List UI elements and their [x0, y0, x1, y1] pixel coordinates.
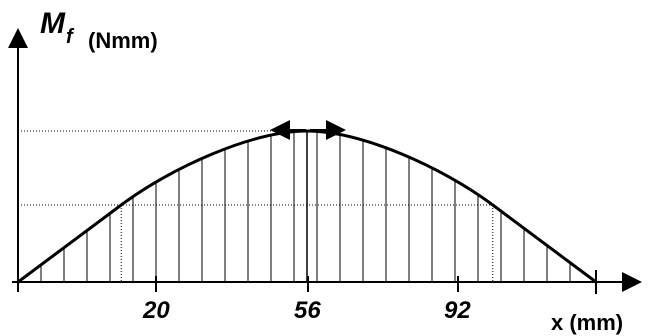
hatch-lines [40, 131, 571, 282]
moment-curve [17, 129, 597, 284]
x-tick-label-20: 20 [142, 297, 170, 324]
y-axis-subscript: f [66, 26, 75, 48]
y-axis-unit: (Nmm) [88, 28, 158, 53]
x-axis-label: x (mm) [551, 310, 623, 335]
y-axis-label: M [40, 7, 66, 40]
x-tick-label-92: 92 [444, 297, 471, 324]
x-tick-label-56: 56 [294, 297, 321, 324]
